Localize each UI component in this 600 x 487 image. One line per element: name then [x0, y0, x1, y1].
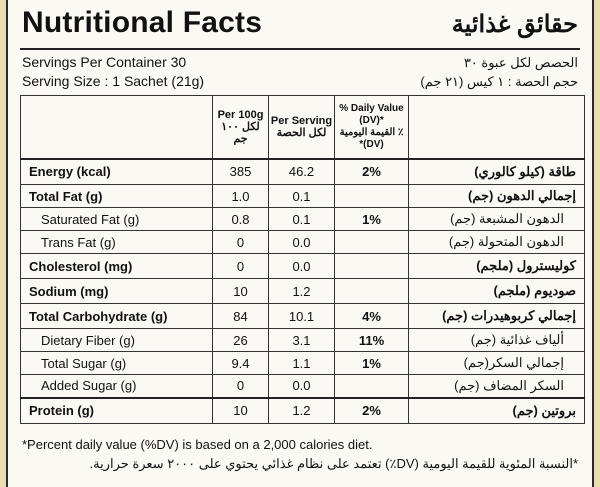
row-per-serving: 10.1: [268, 303, 335, 329]
row-daily-value: 2%: [334, 396, 409, 424]
row-daily-value: [334, 278, 409, 304]
header-per-100g-ar: لكل ١٠٠ جم: [221, 120, 260, 145]
row-daily-value: [334, 253, 409, 279]
row-per-100g: 9.4: [212, 351, 269, 375]
row-label-ar: إجمالي الدهون (جم): [408, 184, 585, 208]
row-per-100g: 0: [212, 253, 269, 279]
divider: [20, 48, 580, 50]
footnote-english: *Percent daily value (%DV) is based on a…: [22, 437, 373, 452]
nutrition-label: Nutritional Facts حقائق غذائية Servings …: [6, 0, 594, 487]
table-row: Protein (g) 10 1.2 2% بروتين (جم): [20, 396, 585, 424]
table-row: Saturated Fat (g) 0.8 0.1 1% الدهون المش…: [20, 207, 585, 231]
row-label-ar: بروتين (جم): [408, 396, 585, 424]
row-label-en: Saturated Fat (g): [20, 207, 213, 231]
header-daily-value-ar: ٪ القيمة اليومية (DV)*: [339, 126, 404, 150]
row-label-en: Protein (g): [20, 396, 213, 424]
nutrition-table: Per 100g لكل ١٠٠ جم Per Serving لكل الحص…: [20, 95, 585, 424]
row-per-100g: 0.8: [212, 207, 269, 231]
row-label-en: Cholesterol (mg): [20, 253, 213, 279]
row-per-serving: 0.0: [268, 253, 335, 279]
row-daily-value: [334, 230, 409, 254]
header-per-100g-en: Per 100g: [217, 108, 264, 121]
row-label-ar: الدهون المتحولة (جم): [408, 230, 585, 254]
serving-size-en: Serving Size : 1 Sachet (21g): [22, 73, 205, 89]
header-daily-value-en: % Daily Value (DV)*: [339, 102, 404, 126]
row-label-ar: ألياف غذائية (جم): [408, 328, 585, 352]
header-per-serving: Per Serving لكل الحصة: [268, 95, 335, 159]
row-label-ar: كوليسترول (ملجم): [408, 253, 585, 279]
row-label-en: Total Fat (g): [20, 184, 213, 208]
row-per-serving: 0.0: [268, 230, 335, 254]
header-per-100g: Per 100g لكل ١٠٠ جم: [212, 95, 269, 159]
row-per-serving: 1.1: [268, 351, 335, 375]
table-row: Trans Fat (g) 0 0.0 الدهون المتحولة (جم): [20, 230, 585, 254]
row-label-ar: السكر المضاف (جم): [408, 374, 585, 398]
row-label-en: Sodium (mg): [20, 278, 213, 304]
table-header-row: Per 100g لكل ١٠٠ جم Per Serving لكل الحص…: [20, 95, 585, 159]
header-per-serving-en: Per Serving: [270, 114, 333, 127]
header-daily-value: % Daily Value (DV)* ٪ القيمة اليومية (DV…: [334, 95, 409, 159]
row-daily-value: 1%: [334, 351, 409, 375]
row-per-serving: 3.1: [268, 328, 335, 352]
servings-per-container-ar: الحصص لكل عبوة ٣٠: [463, 55, 578, 70]
row-label-en: Total Sugar (g): [20, 351, 213, 375]
row-label-en: Trans Fat (g): [20, 230, 213, 254]
row-label-ar: طاقة (كيلو كالوري): [408, 157, 585, 185]
row-label-ar: صوديوم (ملجم): [408, 278, 585, 304]
row-label-ar: إجمالي كربوهيدرات (جم): [408, 303, 585, 329]
row-per-100g: 385: [212, 157, 269, 185]
table-row: Energy (kcal) 385 46.2 2% طاقة (كيلو كال…: [20, 157, 585, 185]
table-row: Dietary Fiber (g) 26 3.1 11% ألياف غذائي…: [20, 328, 585, 352]
row-per-100g: 10: [212, 278, 269, 304]
row-label-en: Energy (kcal): [20, 157, 213, 185]
row-per-serving: 0.0: [268, 374, 335, 398]
table-row: Total Fat (g) 1.0 0.1 إجمالي الدهون (جم): [20, 184, 585, 208]
row-per-100g: 0: [212, 374, 269, 398]
row-per-serving: 0.1: [268, 184, 335, 208]
row-daily-value: 2%: [334, 157, 409, 185]
row-label-en: Added Sugar (g): [20, 374, 213, 398]
row-per-serving: 46.2: [268, 157, 335, 185]
table-row: Sodium (mg) 10 1.2 صوديوم (ملجم): [20, 278, 585, 304]
table-row: Total Carbohydrate (g) 84 10.1 4% إجمالي…: [20, 303, 585, 329]
title-english: Nutritional Facts: [22, 6, 263, 39]
serving-size-ar: حجم الحصة : ١ كيس (٢١ جم): [420, 74, 578, 89]
row-label-ar: إجمالي السكر(جم): [408, 351, 585, 375]
title-arabic: حقائق غذائية: [451, 11, 578, 38]
row-daily-value: 4%: [334, 303, 409, 329]
row-per-serving: 1.2: [268, 396, 335, 424]
row-per-serving: 1.2: [268, 278, 335, 304]
table-row: Total Sugar (g) 9.4 1.1 1% إجمالي السكر(…: [20, 351, 585, 375]
row-daily-value: [334, 184, 409, 208]
table-row: Added Sugar (g) 0 0.0 السكر المضاف (جم): [20, 374, 585, 398]
row-daily-value: 11%: [334, 328, 409, 352]
row-daily-value: [334, 374, 409, 398]
table-row: Cholesterol (mg) 0 0.0 كوليسترول (ملجم): [20, 253, 585, 279]
header-per-serving-ar: لكل الحصة: [276, 126, 327, 139]
row-label-en: Dietary Fiber (g): [20, 328, 213, 352]
row-label-en: Total Carbohydrate (g): [20, 303, 213, 329]
header-blank-right: [408, 95, 585, 159]
row-per-100g: 10: [212, 396, 269, 424]
servings-per-container-en: Servings Per Container 30: [22, 54, 187, 70]
row-per-100g: 26: [212, 328, 269, 352]
row-per-serving: 0.1: [268, 207, 335, 231]
row-per-100g: 84: [212, 303, 269, 329]
footnote-arabic: *النسبة المئوية للقيمة اليومية (DV٪) تعت…: [89, 456, 578, 471]
header-blank-left: [20, 95, 213, 159]
row-per-100g: 0: [212, 230, 269, 254]
row-daily-value: 1%: [334, 207, 409, 231]
row-per-100g: 1.0: [212, 184, 269, 208]
row-label-ar: الدهون المشبعة (جم): [408, 207, 585, 231]
